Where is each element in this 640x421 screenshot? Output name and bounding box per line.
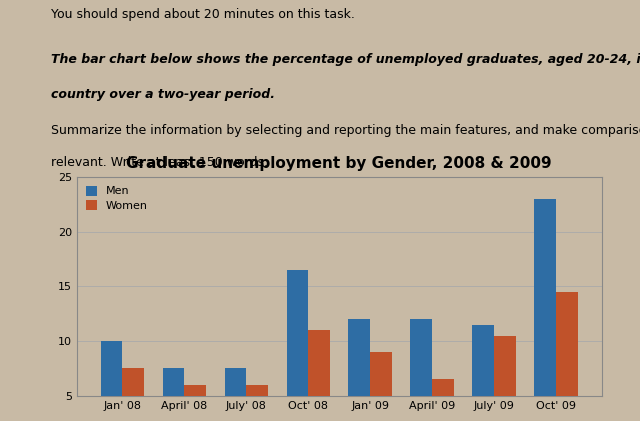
Bar xyxy=(308,330,330,421)
Bar xyxy=(494,336,516,421)
Bar xyxy=(370,352,392,421)
Text: country over a two-year period.: country over a two-year period. xyxy=(51,88,275,101)
Bar xyxy=(349,319,370,421)
Bar xyxy=(534,199,556,421)
Bar xyxy=(184,385,206,421)
Text: You should spend about 20 minutes on this task.: You should spend about 20 minutes on thi… xyxy=(51,8,355,21)
Legend: Men, Women: Men, Women xyxy=(83,182,151,214)
Bar xyxy=(556,292,578,421)
Title: Graduate unemployment by Gender, 2008 & 2009: Graduate unemployment by Gender, 2008 & … xyxy=(126,157,552,171)
Bar xyxy=(225,368,246,421)
Bar xyxy=(163,368,184,421)
Bar xyxy=(472,325,494,421)
Text: relevant. Write at least 150 words.: relevant. Write at least 150 words. xyxy=(51,156,268,168)
Bar xyxy=(410,319,432,421)
Text: The bar chart below shows the percentage of unemployed graduates, aged 20-24, in: The bar chart below shows the percentage… xyxy=(51,53,640,66)
Text: Summarize the information by selecting and reporting the main features, and make: Summarize the information by selecting a… xyxy=(51,124,640,136)
Bar xyxy=(432,379,454,421)
Bar xyxy=(122,368,144,421)
Bar xyxy=(100,341,122,421)
Bar xyxy=(246,385,268,421)
Bar xyxy=(287,270,308,421)
